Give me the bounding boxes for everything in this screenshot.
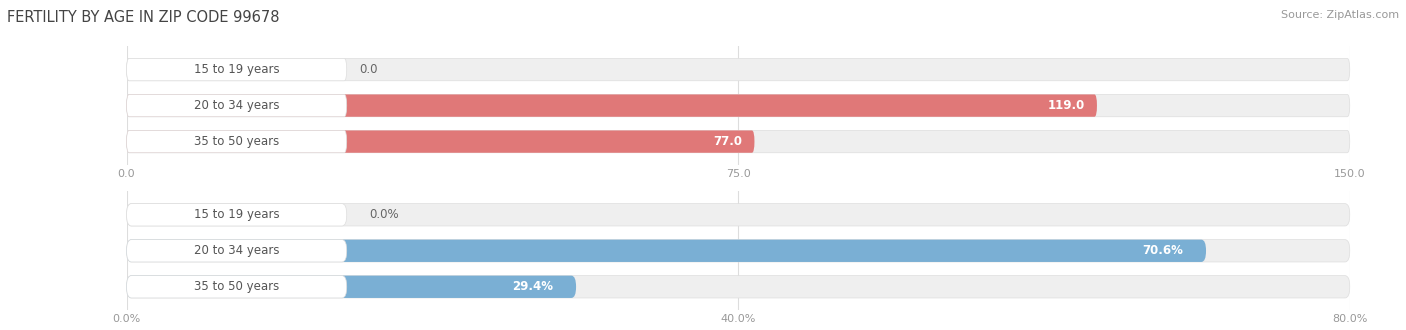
FancyBboxPatch shape — [127, 240, 1206, 262]
Text: FERTILITY BY AGE IN ZIP CODE 99678: FERTILITY BY AGE IN ZIP CODE 99678 — [7, 10, 280, 25]
FancyBboxPatch shape — [127, 240, 347, 262]
Text: 0.0: 0.0 — [359, 63, 377, 76]
Text: 35 to 50 years: 35 to 50 years — [194, 135, 280, 148]
FancyBboxPatch shape — [127, 94, 347, 117]
FancyBboxPatch shape — [127, 130, 755, 153]
Text: 15 to 19 years: 15 to 19 years — [194, 63, 280, 76]
FancyBboxPatch shape — [127, 130, 1350, 153]
FancyBboxPatch shape — [127, 94, 1350, 117]
FancyBboxPatch shape — [127, 130, 347, 153]
FancyBboxPatch shape — [127, 276, 1350, 298]
Text: 77.0: 77.0 — [713, 135, 742, 148]
Text: 70.6%: 70.6% — [1142, 244, 1182, 257]
Text: 119.0: 119.0 — [1047, 99, 1085, 112]
Text: 15 to 19 years: 15 to 19 years — [194, 208, 280, 221]
Text: 20 to 34 years: 20 to 34 years — [194, 244, 280, 257]
FancyBboxPatch shape — [127, 58, 347, 81]
FancyBboxPatch shape — [127, 94, 1097, 117]
Text: 29.4%: 29.4% — [512, 280, 553, 293]
Text: 20 to 34 years: 20 to 34 years — [194, 99, 280, 112]
FancyBboxPatch shape — [127, 204, 347, 226]
Text: Source: ZipAtlas.com: Source: ZipAtlas.com — [1281, 10, 1399, 20]
Text: 35 to 50 years: 35 to 50 years — [194, 280, 280, 293]
FancyBboxPatch shape — [127, 276, 576, 298]
FancyBboxPatch shape — [127, 276, 347, 298]
Text: 0.0%: 0.0% — [370, 208, 399, 221]
FancyBboxPatch shape — [127, 240, 1350, 262]
FancyBboxPatch shape — [127, 204, 1350, 226]
FancyBboxPatch shape — [127, 58, 1350, 81]
